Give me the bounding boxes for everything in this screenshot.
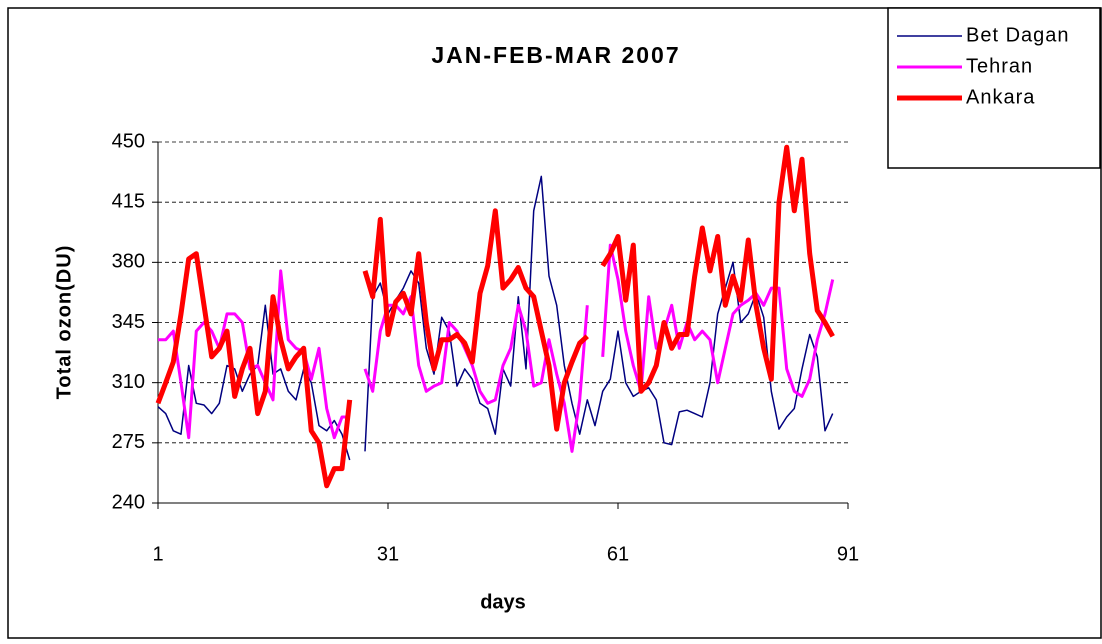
series-line — [155, 144, 835, 489]
chart-title: JAN-FEB-MAR 2007 — [431, 42, 680, 68]
y-tick-label: 310 — [112, 371, 145, 393]
x-tick-label: 1 — [152, 543, 163, 565]
y-tick-label: 380 — [112, 251, 145, 273]
y-tick-label: 345 — [112, 311, 145, 333]
y-tick-label: 240 — [112, 491, 145, 513]
y-axis-label: Total ozon(DU) — [53, 245, 75, 400]
x-tick-label: 61 — [607, 543, 629, 565]
legend-label: Tehran — [966, 55, 1033, 77]
x-axis-label: days — [480, 591, 526, 613]
y-tick-label: 450 — [112, 130, 145, 152]
legend-label: Bet Dagan — [966, 24, 1070, 46]
y-tick-label: 275 — [112, 431, 145, 453]
x-tick-label: 31 — [377, 543, 399, 565]
legend — [887, 7, 1101, 169]
legend-label: Ankara — [966, 86, 1035, 108]
y-tick-label: 415 — [112, 190, 145, 212]
x-tick-label: 91 — [837, 543, 859, 565]
